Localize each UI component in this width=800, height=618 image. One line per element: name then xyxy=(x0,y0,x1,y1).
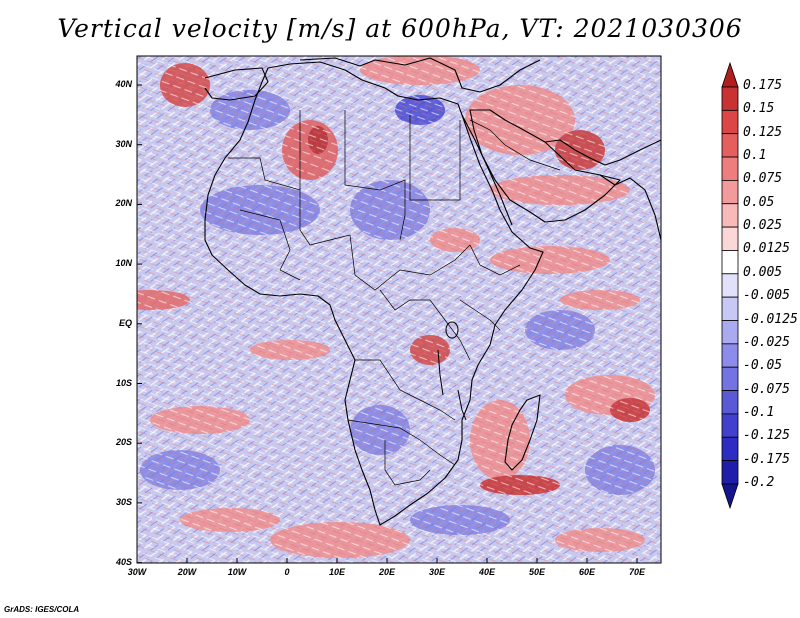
lat-label: 10S xyxy=(115,377,132,388)
colorbar-label: -0.175 xyxy=(743,451,790,467)
lat-label: 20S xyxy=(115,437,132,448)
lat-label: 30S xyxy=(115,496,132,507)
colorbar-label: -0.075 xyxy=(743,381,790,397)
colorbar-label: 0.075 xyxy=(743,171,783,187)
madagascar xyxy=(504,394,541,471)
colorbar-segment xyxy=(721,390,739,415)
colorbar-segment xyxy=(721,273,739,298)
colorbar-segment xyxy=(721,203,739,228)
colorbar-label: 0.125 xyxy=(743,124,783,140)
lon-label: 10E xyxy=(328,567,345,577)
africa-coastline xyxy=(204,61,544,526)
velocity-field xyxy=(137,56,661,563)
colorbar-label: 0.175 xyxy=(743,78,783,93)
colorbar-label: -0.025 xyxy=(743,334,790,350)
colorbar-label: -0.0125 xyxy=(743,311,798,327)
lon-label: 60E xyxy=(578,567,595,577)
colorbar-segment xyxy=(721,343,739,368)
lon-label: 0 xyxy=(284,567,290,577)
lat-label: EQ xyxy=(118,317,132,328)
lon-label: 70E xyxy=(628,567,645,577)
colorbar-segment xyxy=(721,320,739,345)
lon-label: 20W xyxy=(177,567,197,577)
colorbar-label: -0.125 xyxy=(743,428,790,444)
lon-label: 50E xyxy=(528,567,545,577)
lat-label: 20N xyxy=(115,198,132,209)
colorbar-label: -0.05 xyxy=(743,358,783,374)
axis-ticks xyxy=(136,84,638,564)
colorbar-segment xyxy=(721,436,739,462)
colorbar-segment xyxy=(721,179,739,205)
colorbar-label: 0.05 xyxy=(743,194,775,210)
colorbar-segment xyxy=(721,109,739,135)
colorbar-segment xyxy=(721,156,739,181)
lat-label: 40N xyxy=(115,79,132,89)
persian-gulf xyxy=(544,139,662,166)
lon-label: 30W xyxy=(127,567,147,577)
lat-label: 40S xyxy=(115,556,132,567)
credit-text: GrADS: IGES/COLA xyxy=(4,605,80,614)
plot-frame xyxy=(136,55,662,564)
colorbar-segment xyxy=(721,413,739,438)
lon-label: 10W xyxy=(227,567,247,577)
colorbar-label: -0.005 xyxy=(743,288,790,304)
colorbar-label: 0.0125 xyxy=(743,241,790,257)
colorbar-label: 0.1 xyxy=(743,148,767,164)
colorbar-label: 0.025 xyxy=(743,218,783,234)
colorbar-segment xyxy=(721,296,739,321)
lat-label: 10N xyxy=(115,258,132,269)
lon-label: 30E xyxy=(428,567,445,577)
country-borders xyxy=(228,110,561,486)
lat-label: 30N xyxy=(115,138,132,149)
south-asia-coast xyxy=(599,174,662,241)
colorbar-max-arrow xyxy=(721,61,739,88)
lon-label: 40E xyxy=(478,567,495,577)
colorbar-segment xyxy=(721,250,739,275)
colorbar-segment xyxy=(721,366,739,391)
colorbar-label: -0.2 xyxy=(743,474,775,490)
colorbar-label: 0.005 xyxy=(743,264,783,280)
lon-label: 20E xyxy=(378,567,395,577)
colorbar-segment xyxy=(721,86,739,111)
colorbar-label: 0.15 xyxy=(743,101,775,117)
colorbar-segment xyxy=(721,460,739,485)
colorbar-label: -0.1 xyxy=(743,404,775,420)
colorbar-segment xyxy=(721,133,739,158)
red-sea xyxy=(461,114,513,226)
arabian-peninsula xyxy=(469,109,621,223)
europe-coast xyxy=(299,57,541,93)
colorbar xyxy=(721,61,739,510)
iberia-coast xyxy=(204,67,269,101)
colorbar-segment xyxy=(721,226,739,251)
colorbar-min-arrow xyxy=(721,483,739,510)
coastlines xyxy=(204,57,662,526)
lakes xyxy=(437,321,467,421)
map-title: Vertical velocity [m/s] at 600hPa, VT: 2… xyxy=(57,14,743,43)
